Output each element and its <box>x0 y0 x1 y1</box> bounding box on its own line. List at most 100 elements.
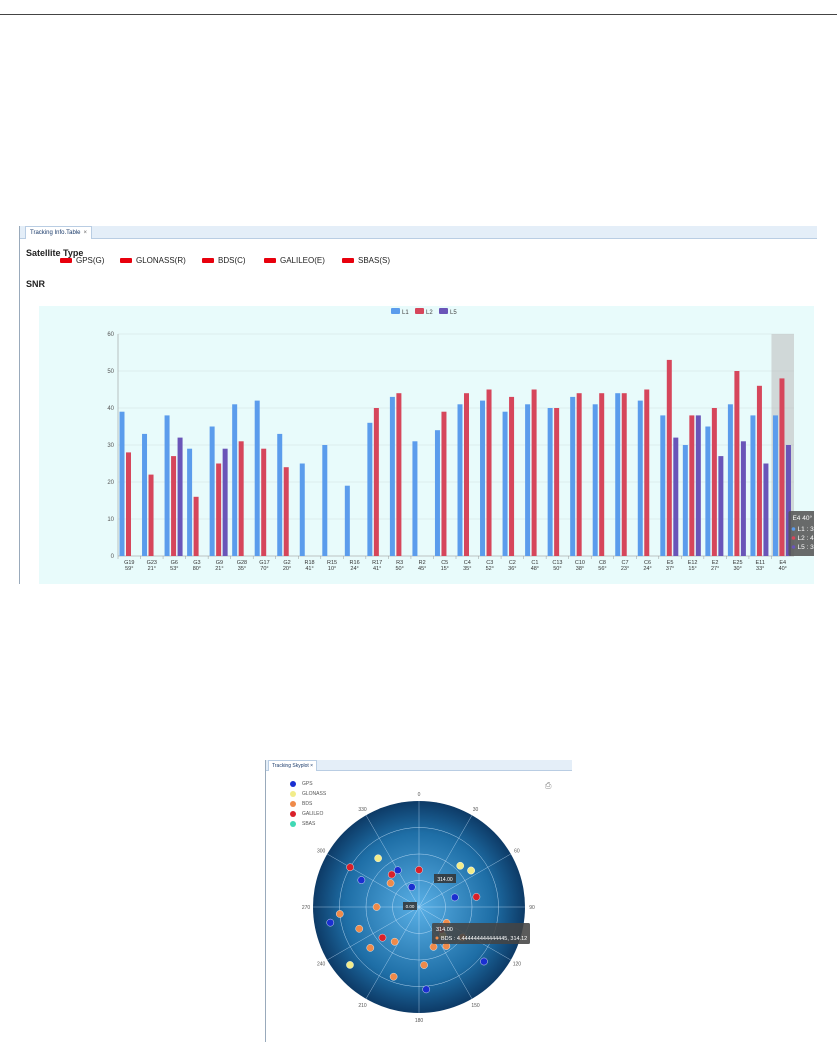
bar-G28-l2 <box>238 441 244 556</box>
satellite-marker <box>366 944 375 952</box>
tooltip-dot-icon <box>791 545 796 549</box>
x-tick-label: C1 <box>531 560 538 566</box>
legend-dot-icon <box>290 820 296 827</box>
x-tick-elevation: 52° <box>486 566 494 572</box>
bar-R18-l1 <box>299 463 305 556</box>
bar-C5-l1 <box>434 430 440 556</box>
x-tick-elevation: 15° <box>441 566 449 572</box>
satellite-type-label: BDS(C) <box>218 256 246 265</box>
bar-C6-l2 <box>644 389 650 556</box>
x-tick-label: C8 <box>599 560 606 566</box>
satellite-marker <box>480 957 488 966</box>
bar-C13-l1 <box>547 408 553 556</box>
azimuth-label: 0 <box>418 792 421 798</box>
bar-G23-l2 <box>148 474 154 556</box>
x-tick-label: C5 <box>441 560 448 566</box>
tab-tracking-info-table[interactable]: Tracking Info.Table × <box>25 226 92 239</box>
legend-swatch-l1 <box>391 308 400 314</box>
bar-R3-l1 <box>389 396 395 556</box>
x-tick-elevation: 50° <box>396 566 404 572</box>
x-tick-elevation: 40° <box>779 566 787 572</box>
x-tick-label: G3 <box>193 560 200 566</box>
satellite-marker <box>390 937 399 946</box>
x-tick-label: R2 <box>419 560 426 566</box>
azimuth-spoke <box>327 906 420 961</box>
legend-label: GLONASS <box>302 791 327 797</box>
x-tick-elevation: 35° <box>238 566 246 572</box>
close-icon[interactable]: × <box>310 763 314 769</box>
skyplot-tooltip-bds: 314.00 BDS : 4.444444444444445, 314.12 <box>432 923 530 944</box>
legend-dot-icon <box>290 810 296 817</box>
tooltip-line: L2 : 48.000 <box>797 535 814 542</box>
swatch-icon <box>120 258 132 264</box>
bar-R17-l2 <box>373 408 379 556</box>
x-tick-elevation: 38° <box>576 566 584 572</box>
tracking-skyplot-panel: Tracking Skyplot × GPS GLONASS BDS GALIL… <box>265 760 572 1042</box>
top-rule <box>0 14 837 15</box>
legend-dot-icon <box>290 790 296 797</box>
satellite-marker <box>407 883 416 891</box>
legend-item-sbas[interactable]: SBAS <box>290 820 326 830</box>
x-tick-label: G17 <box>259 560 269 566</box>
satellite-marker <box>467 866 475 875</box>
x-tick-label: G28 <box>237 560 247 566</box>
skyplot-chart: 0 30 60 90 120 150 180 210 240 270 300 330 314.00 0.0… <box>302 792 535 1024</box>
bar-R3-l2 <box>396 393 402 556</box>
azimuth-label: 270 <box>302 905 311 911</box>
x-tick-elevation: 30° <box>734 566 742 572</box>
bar-E11-l1 <box>750 415 756 556</box>
x-tick-label: G9 <box>216 560 223 566</box>
bar-R2-l1 <box>412 441 418 556</box>
satellite-marker <box>386 879 395 887</box>
bar-E25-l5 <box>740 441 746 556</box>
snr-tooltip: E4 40° L1 : 38.000 L2 : 48.000 L5 : 30.000 <box>788 511 814 556</box>
satellite-type-gps: GPS(G) <box>60 256 104 265</box>
legend-item-bds[interactable]: BDS <box>290 800 326 810</box>
azimuth-spoke <box>365 815 420 908</box>
x-tick-elevation: 53° <box>170 566 178 572</box>
snr-title: SNR <box>26 279 46 289</box>
azimuth-label: 240 <box>317 962 326 968</box>
legend-item-glonass[interactable]: GLONASS <box>290 790 326 800</box>
bar-G2-l1 <box>277 433 283 556</box>
tab-tracking-skyplot[interactable]: Tracking Skyplot × <box>268 760 318 771</box>
legend-label: BDS <box>302 801 313 807</box>
tooltip-text: BDS : 4.444444444444445, 314.12 <box>441 936 527 942</box>
save-image-icon[interactable]: ⎙ <box>545 781 552 790</box>
satellite-marker <box>346 961 354 969</box>
bar-C4-l2 <box>464 393 469 556</box>
legend-item-gps[interactable]: GPS <box>290 780 326 790</box>
bar-C2-l1 <box>502 411 508 556</box>
x-tick-elevation: 37° <box>666 566 674 572</box>
y-tick-label: 30 <box>107 443 114 449</box>
x-tick-label: C4 <box>464 560 471 566</box>
x-tick-label: G19 <box>124 560 134 566</box>
x-tick-label: R18 <box>304 560 314 566</box>
legend-swatch-l2 <box>415 308 424 314</box>
x-tick-elevation: 41° <box>373 566 381 572</box>
bar-C13-l2 <box>554 408 560 556</box>
legend-item-galileo[interactable]: GALILEO <box>290 810 326 820</box>
satellite-type-sbas: SBAS(S) <box>342 256 390 265</box>
bar-R17-l1 <box>367 422 373 556</box>
bar-C1-l2 <box>531 389 537 556</box>
legend-dot-icon <box>290 800 296 807</box>
satellite-marker <box>355 924 364 933</box>
close-icon[interactable]: × <box>83 230 87 236</box>
x-tick-label: R3 <box>396 560 403 566</box>
bar-G9-l1 <box>209 426 215 556</box>
satellite-marker <box>374 854 382 863</box>
tooltip-background <box>432 923 530 944</box>
y-tick-label: 40 <box>107 406 114 412</box>
x-tick-label: R16 <box>350 560 360 566</box>
bar-G6-l2 <box>171 456 177 556</box>
azimuth-spoke <box>365 906 420 999</box>
x-tick-label: E4 <box>779 560 786 566</box>
x-tick-elevation: 23° <box>621 566 629 572</box>
bar-C4-l1 <box>457 404 463 556</box>
tab-label: Tracking Info.Table <box>30 230 81 236</box>
swatch-icon <box>202 258 214 264</box>
bar-R16-l1 <box>344 485 350 556</box>
bar-E4-l1 <box>772 415 778 556</box>
x-tick-label: E25 <box>733 560 743 566</box>
